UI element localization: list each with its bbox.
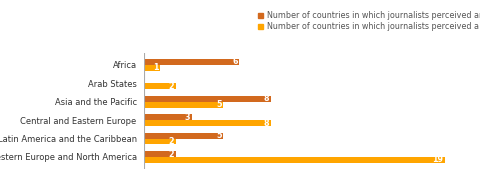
Text: 2: 2: [168, 82, 174, 91]
Legend: Number of countries in which journalists perceived an INCREASE in the credibilit: Number of countries in which journalists…: [254, 8, 480, 34]
Bar: [144, 120, 270, 126]
Bar: [144, 65, 160, 71]
Text: 8: 8: [263, 119, 269, 128]
Text: 3: 3: [184, 113, 190, 122]
Bar: [144, 114, 192, 120]
Text: 1: 1: [153, 63, 158, 72]
Bar: [144, 151, 176, 157]
Text: 19: 19: [431, 155, 442, 164]
Bar: [144, 157, 444, 163]
Bar: [144, 102, 223, 108]
Text: 5: 5: [216, 100, 221, 109]
Text: 5: 5: [216, 131, 221, 140]
Text: 2: 2: [168, 150, 174, 159]
Bar: [144, 133, 223, 139]
Text: 2: 2: [168, 137, 174, 146]
Text: 6: 6: [231, 57, 237, 66]
Text: 8: 8: [263, 94, 269, 103]
Bar: [144, 83, 176, 89]
Bar: [144, 96, 270, 102]
Bar: [144, 139, 176, 144]
Bar: [144, 59, 239, 65]
